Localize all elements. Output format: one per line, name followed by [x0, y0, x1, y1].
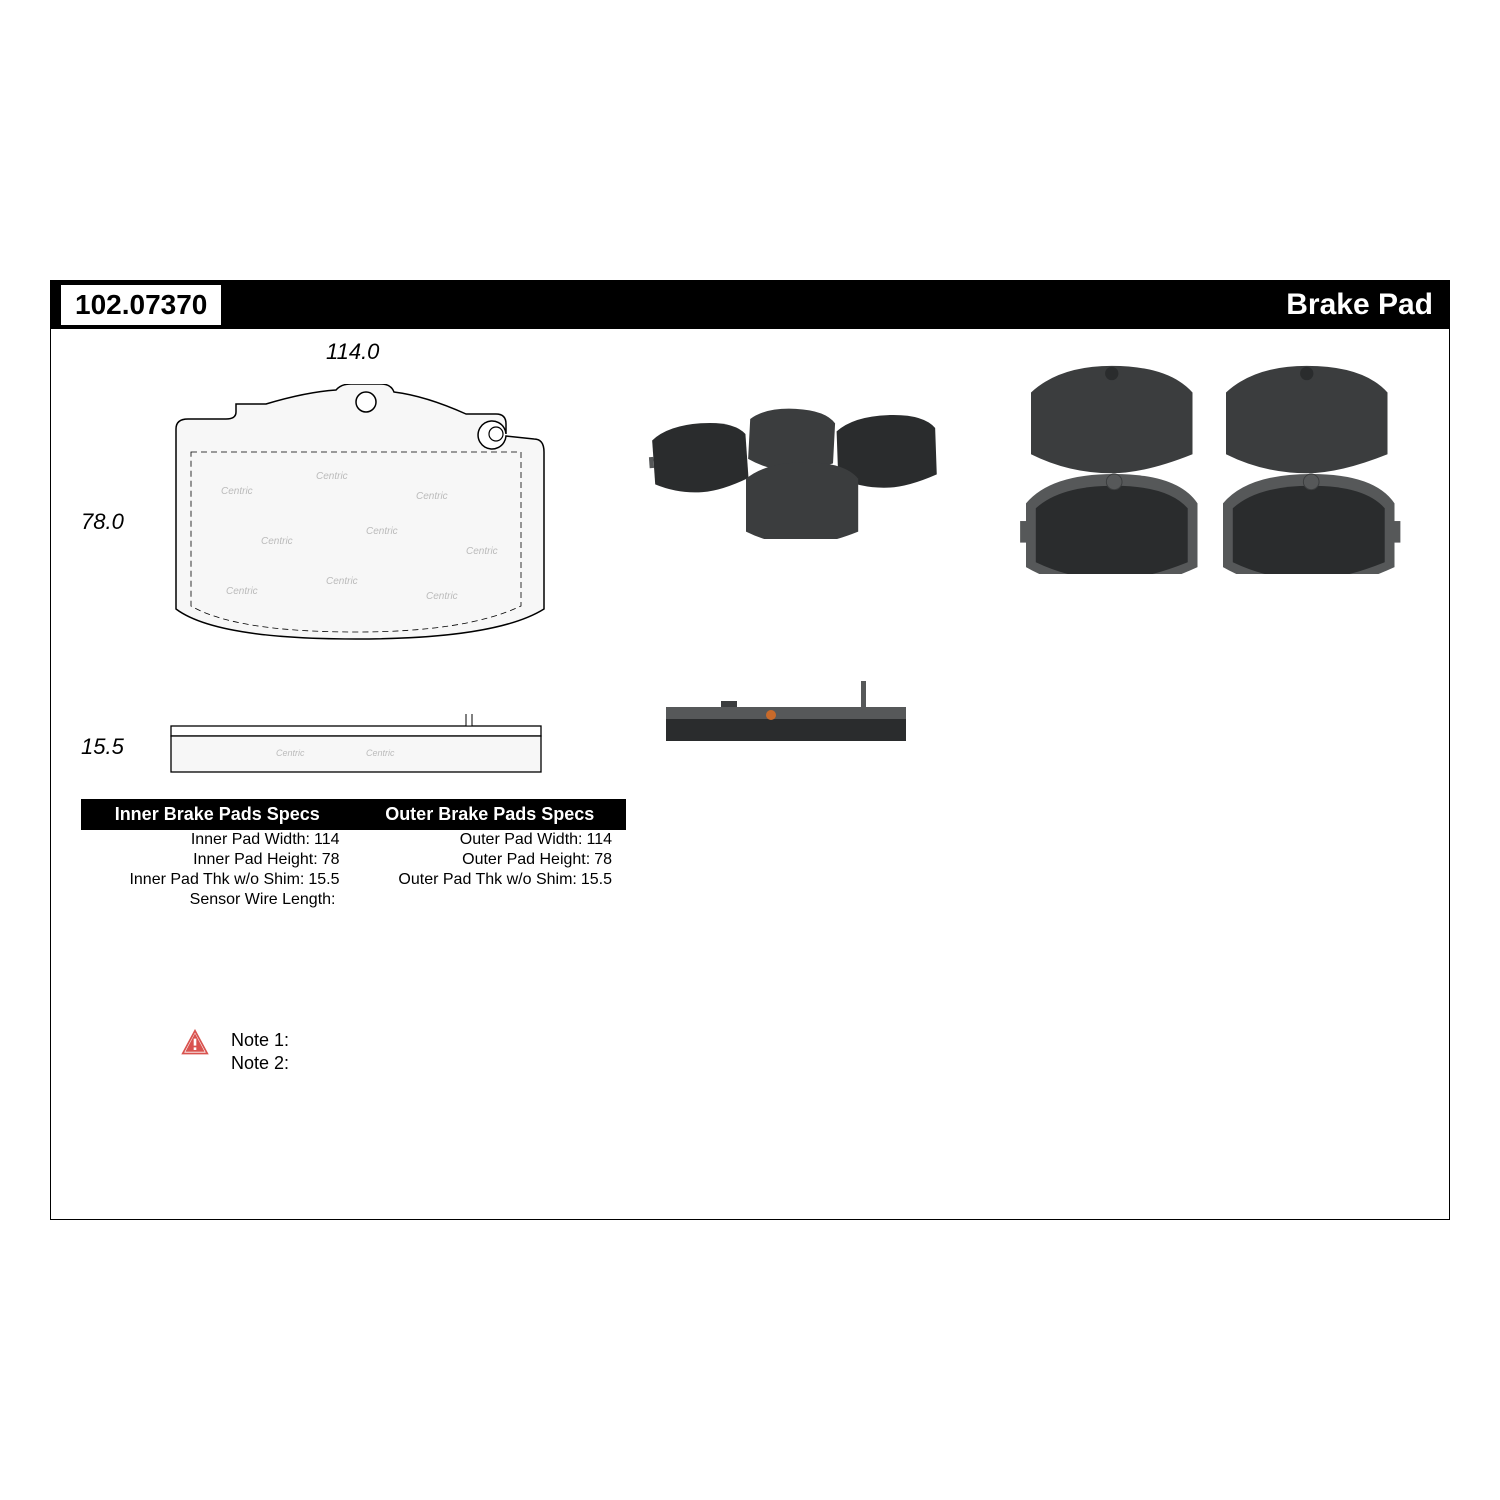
product-photo-angled-set — [641, 379, 941, 539]
outer-specs-header: Outer Brake Pads Specs — [354, 799, 627, 830]
svg-text:Centric: Centric — [276, 748, 305, 758]
notes-text: Note 1: Note 2: — [231, 1029, 289, 1076]
spec-value: 15.5 — [304, 871, 339, 888]
note-1-label: Note 1: — [231, 1029, 289, 1052]
svg-text:Centric: Centric — [226, 586, 258, 597]
header-bar: 102.07370 Brake Pad — [51, 281, 1449, 329]
table-row: Sensor Wire Length: — [81, 890, 626, 910]
side-view-diagram: 15.5 Centric Centric — [81, 699, 611, 789]
spec-value: 114 — [310, 831, 340, 848]
spec-label: Outer Pad Height: — [462, 851, 590, 868]
specs-header-row: Inner Brake Pads Specs Outer Brake Pads … — [81, 799, 626, 830]
product-photo-side-profile — [661, 679, 921, 749]
width-dimension-label: 114.0 — [326, 339, 379, 365]
height-dimension-label: 78.0 — [81, 509, 124, 535]
svg-text:Centric: Centric — [316, 471, 348, 482]
svg-text:Centric: Centric — [366, 748, 395, 758]
spec-value: 15.5 — [577, 871, 612, 888]
brake-pad-side-svg: Centric Centric — [166, 714, 546, 779]
inner-specs-header: Inner Brake Pads Specs — [81, 799, 354, 830]
svg-text:Centric: Centric — [261, 536, 293, 547]
svg-text:Centric: Centric — [426, 591, 458, 602]
spec-label: Sensor Wire Length: — [190, 891, 336, 908]
note-2-label: Note 2: — [231, 1052, 289, 1075]
notes-section: Note 1: Note 2: — [181, 1029, 289, 1076]
spec-sheet-frame: 102.07370 Brake Pad 114.0 78.0 — [50, 280, 1450, 1220]
svg-text:Centric: Centric — [221, 486, 253, 497]
spec-value — [608, 891, 612, 908]
spec-value — [336, 891, 340, 908]
brake-pad-front-svg: Centric Centric Centric Centric Centric … — [166, 384, 546, 644]
spec-value: 114 — [582, 831, 612, 848]
part-number: 102.07370 — [61, 285, 221, 325]
specs-table: Inner Brake Pads Specs Outer Brake Pads … — [81, 799, 626, 910]
svg-text:Centric: Centric — [326, 576, 358, 587]
svg-text:Centric: Centric — [466, 546, 498, 557]
content-area: 114.0 78.0 — [51, 329, 1449, 1219]
spec-label: Outer Pad Width: — [460, 831, 583, 848]
spec-value: 78 — [590, 851, 612, 868]
spec-value: 78 — [318, 851, 340, 868]
spec-label: Inner Pad Thk w/o Shim: — [129, 871, 304, 888]
table-row: Inner Pad Thk w/o Shim:15.5 Outer Pad Th… — [81, 870, 626, 890]
spec-label: Inner Pad Width: — [191, 831, 310, 848]
product-photo-flat-set — [1011, 354, 1411, 574]
thickness-dimension-label: 15.5 — [81, 734, 124, 760]
table-row: Inner Pad Height:78 Outer Pad Height:78 — [81, 850, 626, 870]
warning-triangle-icon — [181, 1029, 209, 1057]
spec-label: Inner Pad Height: — [193, 851, 318, 868]
product-name: Brake Pad — [1286, 288, 1449, 322]
table-row: Inner Pad Width:114 Outer Pad Width:114 — [81, 830, 626, 850]
front-view-diagram: 114.0 78.0 — [81, 339, 611, 669]
spec-label: Outer Pad Thk w/o Shim: — [398, 871, 576, 888]
svg-text:Centric: Centric — [366, 526, 398, 537]
svg-text:Centric: Centric — [416, 491, 448, 502]
